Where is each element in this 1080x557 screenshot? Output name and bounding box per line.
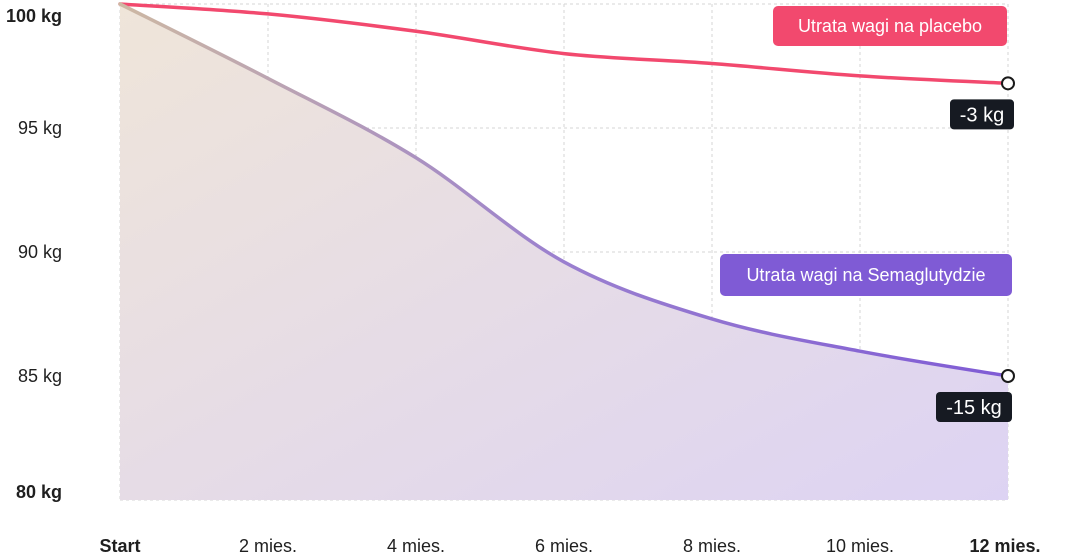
end-point <box>1001 76 1015 91</box>
x-tick-label: Start <box>99 536 140 556</box>
end-marker-placebo: -3 kg <box>950 76 1015 130</box>
semaglutide-series-line <box>118 2 1010 378</box>
legend-badge-placebo: Utrata wagi na placebo <box>773 6 1007 46</box>
y-tick-label: 85 kg <box>18 366 62 386</box>
x-tick-label: 10 mies. <box>826 536 894 556</box>
y-tick-label: 80 kg <box>16 482 62 502</box>
y-tick-label: 95 kg <box>18 118 62 138</box>
end-label: -3 kg <box>960 104 1004 126</box>
x-tick-label: 2 mies. <box>239 536 297 556</box>
end-marker-semaglutide: -15 kg <box>936 369 1015 422</box>
series-name: Utrata wagi na placebo <box>798 16 982 36</box>
end-label: -15 kg <box>946 397 1002 419</box>
y-axis-ticks: 100 kg 95 kg 90 kg 85 kg 80 kg <box>6 6 62 502</box>
semaglutide-area <box>120 4 1008 500</box>
x-axis-ticks: Start 2 mies. 4 mies. 6 mies. 8 mies. 10 mies… <box>99 536 1040 556</box>
x-tick-label: 6 mies. <box>535 536 593 556</box>
series-name: Utrata wagi na Semaglutydzie <box>746 265 985 285</box>
y-tick-label: 100 kg <box>6 6 62 26</box>
placebo-series-line <box>118 2 1010 86</box>
series-labels: Utrata wagi na placebo Utrata wagi na Sem… <box>720 6 1015 422</box>
x-tick-label: 8 mies. <box>683 536 741 556</box>
end-point <box>1001 369 1015 383</box>
x-tick-label: 4 mies. <box>387 536 445 556</box>
legend-badge-semaglutide: Utrata wagi na Semaglutydzie <box>720 254 1012 296</box>
x-tick-label: 12 mies. <box>969 536 1040 556</box>
y-tick-label: 90 kg <box>18 242 62 262</box>
